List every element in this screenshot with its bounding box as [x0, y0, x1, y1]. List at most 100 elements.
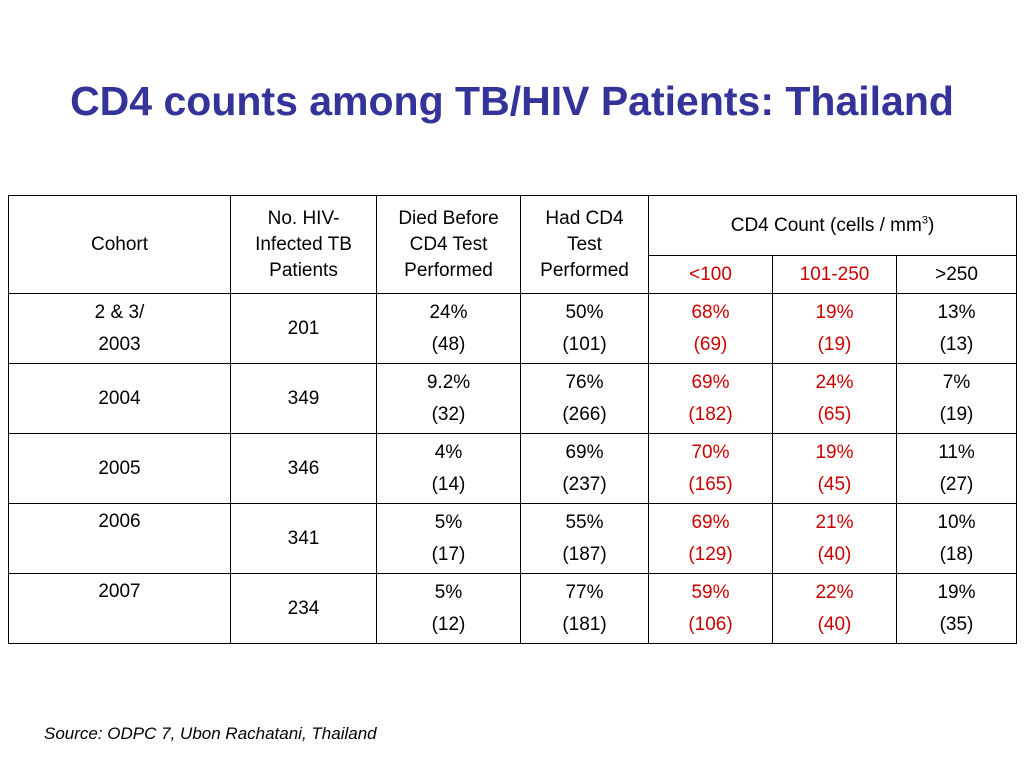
had-cell: 55% (187) — [520, 503, 649, 574]
lt100-cell: 68% (69) — [648, 293, 773, 364]
lt100-pct: 69% — [691, 371, 730, 393]
gt250-cell: 13% (13) — [896, 293, 1017, 364]
mid-cell: 19% (45) — [772, 433, 897, 504]
header-row: Cohort No. HIV-Infected TB Patients Died… — [8, 195, 1017, 294]
mid-n: (45) — [817, 473, 852, 495]
died-n: (17) — [431, 543, 466, 565]
died-cell: 24% (48) — [376, 293, 521, 364]
gt250-n: (18) — [939, 543, 974, 565]
died-pct: 9.2% — [426, 371, 471, 393]
subheader-gt250: >250 — [896, 255, 1017, 294]
table-row: 2005 346 4% (14) 69% (237) 70% (165) 19%… — [8, 433, 1017, 504]
header-hiv-patients: No. HIV-Infected TB Patients — [230, 195, 377, 294]
lt100-n: (165) — [688, 473, 733, 495]
died-cell: 5% (17) — [376, 503, 521, 574]
gt250-pct: 13% — [937, 301, 976, 323]
died-n: (14) — [431, 473, 466, 495]
had-pct: 69% — [565, 441, 604, 463]
gt250-n: (35) — [939, 613, 974, 635]
cohort-label-year: 2003 — [98, 333, 141, 355]
had-n: (101) — [562, 333, 607, 355]
lt100-pct: 69% — [691, 511, 730, 533]
cohort-cell: 2 & 3/ 2003 — [8, 293, 231, 364]
subheader-lt100: <100 — [648, 255, 773, 294]
gt250-pct: 10% — [937, 511, 976, 533]
mid-cell: 24% (65) — [772, 363, 897, 434]
header-had-cd4: Had CD4 Test Performed — [520, 195, 649, 294]
mid-cell: 22% (40) — [772, 573, 897, 644]
lt100-cell: 69% (129) — [648, 503, 773, 574]
mid-pct: 19% — [815, 301, 854, 323]
had-n: (181) — [562, 613, 607, 635]
lt100-pct: 70% — [691, 441, 730, 463]
died-pct: 5% — [434, 511, 463, 533]
had-n: (266) — [562, 403, 607, 425]
lt100-pct: 68% — [691, 301, 730, 323]
cohort-cell: 2004 — [8, 363, 231, 434]
table-row: 2 & 3/ 2003 201 24% (48) 50% (101) 68% (… — [8, 293, 1017, 364]
died-n: (48) — [431, 333, 466, 355]
hiv-cell: 349 — [230, 363, 377, 434]
hiv-cell: 346 — [230, 433, 377, 504]
died-n: (12) — [431, 613, 466, 635]
mid-pct: 19% — [815, 441, 854, 463]
lt100-n: (106) — [688, 613, 733, 635]
lt100-pct: 59% — [691, 581, 730, 603]
hiv-cell: 341 — [230, 503, 377, 574]
died-n: (32) — [431, 403, 466, 425]
had-cell: 77% (181) — [520, 573, 649, 644]
lt100-n: (69) — [693, 333, 728, 355]
gt250-n: (19) — [939, 403, 974, 425]
mid-n: (65) — [817, 403, 852, 425]
lt100-cell: 59% (106) — [648, 573, 773, 644]
had-cell: 50% (101) — [520, 293, 649, 364]
had-pct: 50% — [565, 301, 604, 323]
died-cell: 9.2% (32) — [376, 363, 521, 434]
header-cd4-count-label: CD4 Count (cells / mm — [730, 214, 922, 236]
had-n: (187) — [562, 543, 607, 565]
header-cohort: Cohort — [8, 195, 231, 294]
lt100-cell: 69% (182) — [648, 363, 773, 434]
header-cd4-count-sup: 3 — [921, 214, 928, 227]
gt250-cell: 11% (27) — [896, 433, 1017, 504]
died-cell: 4% (14) — [376, 433, 521, 504]
header-died-before: Died Before CD4 Test Performed — [376, 195, 521, 294]
gt250-pct: 11% — [938, 441, 975, 463]
cohort-cell: 2005 — [8, 433, 231, 504]
cd4-table: Cohort No. HIV-Infected TB Patients Died… — [8, 195, 1017, 644]
gt250-cell: 19% (35) — [896, 573, 1017, 644]
lt100-n: (182) — [688, 403, 733, 425]
table-row: 2007 234 5% (12) 77% (181) 59% (106) 22%… — [8, 573, 1017, 644]
mid-cell: 21% (40) — [772, 503, 897, 574]
had-cell: 69% (237) — [520, 433, 649, 504]
table-row: 2004 349 9.2% (32) 76% (266) 69% (182) 2… — [8, 363, 1017, 434]
had-pct: 76% — [565, 371, 604, 393]
mid-n: (40) — [817, 543, 852, 565]
mid-pct: 21% — [815, 511, 854, 533]
died-pct: 5% — [434, 581, 463, 603]
header-cd4-count-close: ) — [927, 214, 935, 236]
gt250-n: (13) — [939, 333, 974, 355]
lt100-n: (129) — [688, 543, 733, 565]
cohort-cell: 2007 — [8, 573, 231, 644]
cohort-label: 2 & 3/ — [94, 301, 145, 323]
slide-title: CD4 counts among TB/HIV Patients: Thaila… — [70, 78, 954, 124]
subheader-101-250: 101-250 — [772, 255, 897, 294]
header-cd4-count: CD4 Count (cells / mm3) — [648, 195, 1017, 256]
hiv-cell: 201 — [230, 293, 377, 364]
gt250-cell: 7% (19) — [896, 363, 1017, 434]
gt250-pct: 7% — [942, 371, 971, 393]
had-pct: 77% — [565, 581, 604, 603]
source-note: Source: ODPC 7, Ubon Rachatani, Thailand — [44, 724, 377, 743]
lt100-cell: 70% (165) — [648, 433, 773, 504]
mid-pct: 22% — [815, 581, 854, 603]
gt250-pct: 19% — [937, 581, 976, 603]
died-cell: 5% (12) — [376, 573, 521, 644]
had-n: (237) — [562, 473, 607, 495]
mid-pct: 24% — [815, 371, 854, 393]
had-pct: 55% — [565, 511, 604, 533]
mid-cell: 19% (19) — [772, 293, 897, 364]
subheader-row: <100 101-250 >250 — [9, 255, 1017, 294]
gt250-cell: 10% (18) — [896, 503, 1017, 574]
died-pct: 4% — [434, 441, 463, 463]
